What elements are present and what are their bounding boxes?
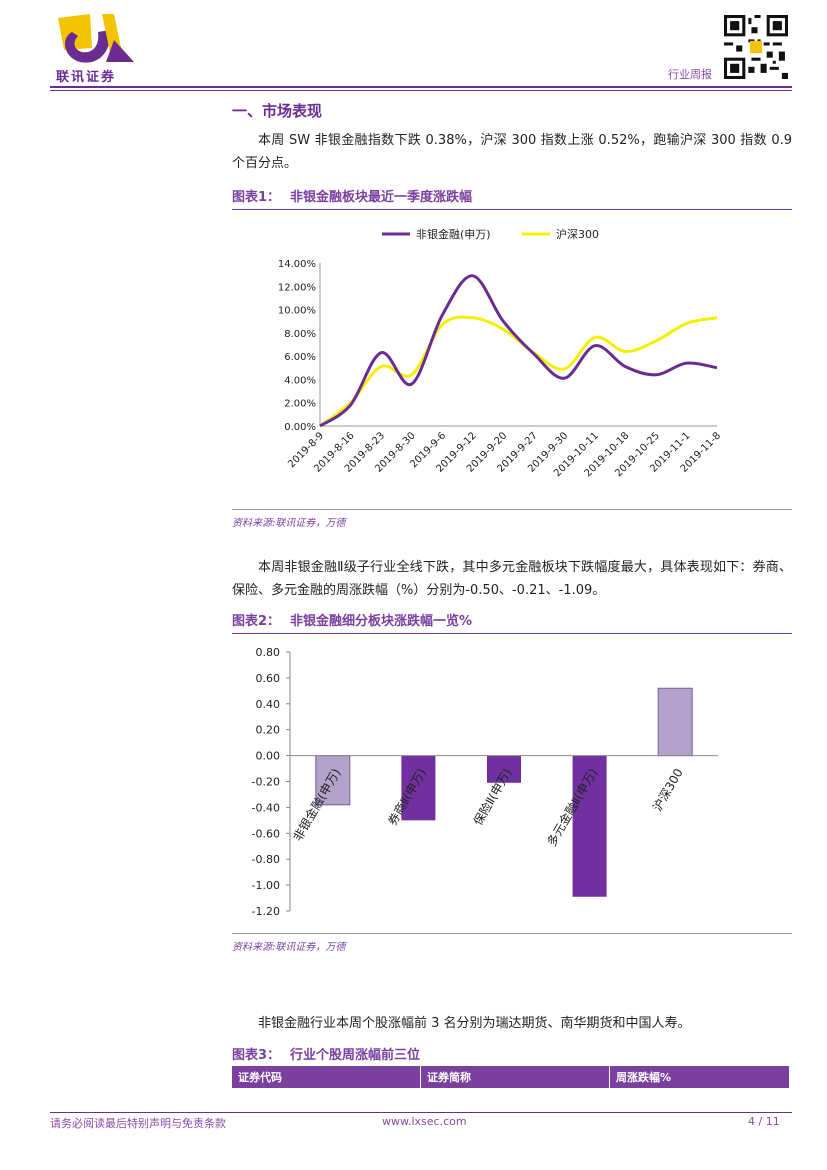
- chart1-legend: 非银金融(申万) 沪深300: [382, 227, 599, 241]
- y-tick-label: 0.80: [256, 646, 281, 659]
- y-tick-label: -0.20: [252, 776, 280, 789]
- y-tick-label: 0.60: [256, 672, 281, 685]
- y-tick-label: -0.80: [252, 853, 280, 866]
- y-tick-label: 0.20: [256, 724, 281, 737]
- table-header-row: 证券代码 证券简称 周涨跌幅%: [232, 1066, 790, 1088]
- y-tick-label: 0.00%: [284, 422, 316, 433]
- y-tick-label: -0.60: [252, 827, 280, 840]
- y-tick-label: 2.00%: [284, 399, 316, 410]
- y-tick-label: 6.00%: [284, 352, 316, 363]
- y-tick-label: -1.00: [252, 879, 280, 892]
- paragraph-subsector: 本周非银金融Ⅱ级子行业全线下跌，其中多元金融板块下跌幅度最大，具体表现如下：券商…: [232, 560, 792, 598]
- figure3-title: 图表3： 行业个股周涨幅前三位: [232, 1044, 792, 1067]
- line-chart: 非银金融(申万) 沪深300 0.00% 2.00% 4.00% 6.00% 8.00% 10…: [278, 227, 723, 479]
- bar-chart: 0.80 0.60 0.40 0.20 0.00 -0.20 -0.40 -0.60 -0.80…: [252, 646, 718, 918]
- section-title: 一、市场表现: [232, 102, 323, 120]
- y-tick-label: -0.40: [252, 801, 280, 814]
- footer-disclaimer[interactable]: 请务必阅读最后特别声明与免责条款: [50, 1117, 226, 1130]
- page-number: 4 / 11: [748, 1115, 780, 1128]
- col-header-change: 周涨跌幅%: [609, 1066, 790, 1088]
- col-header-name: 证券简称: [420, 1066, 610, 1088]
- header-divider-thin: [50, 90, 792, 91]
- figure2-title: 图表2： 非银金融细分板块涨跌幅一览%: [232, 610, 792, 634]
- figure2-label: 图表2：: [232, 614, 281, 629]
- brand-name: 联讯证券: [56, 70, 117, 85]
- figure1-source: 资料来源:联讯证券，万德: [232, 518, 346, 529]
- bar-5: [657, 687, 693, 757]
- series-line-1: [319, 274, 718, 428]
- qr-code-icon: [724, 15, 788, 79]
- figure2-source: 资料来源:联讯证券，万德: [232, 942, 346, 953]
- bar-2: [401, 755, 436, 821]
- header-divider: [50, 86, 792, 88]
- series-line-2: [319, 315, 718, 428]
- company-logo: [58, 14, 134, 63]
- y-tick-label: 4.00%: [284, 375, 316, 386]
- figure3-label: 图表3：: [232, 1048, 281, 1063]
- bar-3: [487, 755, 521, 783]
- y-tick-label: -1.20: [252, 905, 280, 918]
- y-tick-label: 0.40: [256, 698, 281, 711]
- footer-website-link[interactable]: www.lxsec.com: [382, 1115, 467, 1128]
- figure3-caption: 行业个股周涨幅前三位: [290, 1048, 421, 1063]
- figure1-bottom-rule: [232, 509, 792, 510]
- y-tick-label: 0.00: [256, 750, 281, 763]
- legend-label-1: 非银金融(申万): [416, 227, 491, 241]
- col-header-code: 证券代码: [232, 1066, 421, 1088]
- figure2-bottom-rule: [232, 933, 792, 934]
- legend-label-2: 沪深300: [556, 227, 599, 241]
- category-label: 沪深300: [650, 766, 686, 814]
- figure2-caption: 非银金融细分板块涨跌幅一览%: [290, 614, 473, 629]
- bar-4: [572, 755, 607, 897]
- paragraph-market-summary: 本周 SW 非银金融指数下跌 0.38%，沪深 300 指数上涨 0.52%，跑…: [232, 133, 792, 171]
- y-tick-label: 10.00%: [278, 306, 316, 317]
- figure1-label: 图表1：: [232, 190, 281, 205]
- y-tick-label: 8.00%: [284, 329, 316, 340]
- figure1-caption: 非银金融板块最近一季度涨跌幅: [290, 190, 473, 205]
- bar-1: [315, 755, 351, 806]
- paragraph-top-stocks: 非银金融行业本周个股涨幅前 3 名分别为瑞达期货、南华期货和中国人寿。: [258, 1016, 691, 1031]
- y-tick-label: 12.00%: [278, 282, 316, 293]
- y-tick-label: 14.00%: [278, 259, 316, 270]
- report-type: 行业周报: [668, 68, 712, 81]
- figure1-title: 图表1： 非银金融板块最近一季度涨跌幅: [232, 186, 792, 210]
- footer-divider: [50, 1112, 792, 1113]
- top-stocks-table: 证券代码 证券简称 周涨跌幅%: [232, 1066, 790, 1088]
